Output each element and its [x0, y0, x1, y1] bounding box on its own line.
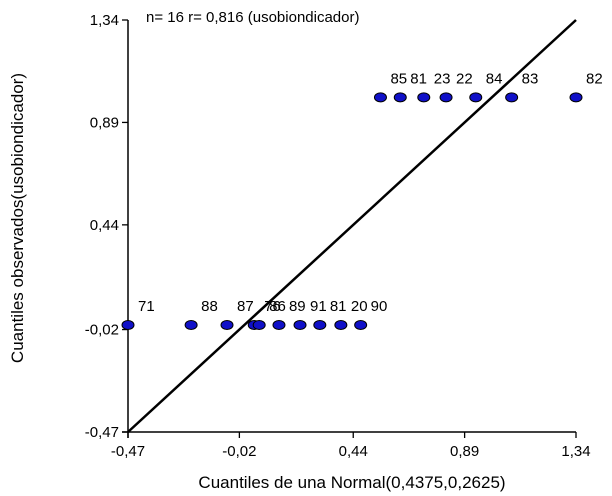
data-point	[252, 320, 266, 331]
data-point	[293, 320, 307, 331]
y-axis-title: Cuantiles observados(usobiondicador)	[8, 73, 27, 363]
data-point-label: 90	[371, 298, 388, 315]
data-point-label: 86	[269, 298, 286, 315]
data-point	[184, 320, 198, 331]
data-point-label: 85	[390, 70, 407, 87]
data-point-label: 22	[456, 70, 473, 87]
data-point	[354, 320, 368, 331]
data-point	[569, 92, 583, 103]
data-point-label: 23	[434, 70, 451, 87]
y-tick-label: -0,02	[85, 322, 119, 339]
data-point	[417, 92, 431, 103]
data-point	[313, 320, 327, 331]
data-point	[393, 92, 407, 103]
data-point-label: 89	[289, 298, 306, 315]
y-tick-label: 0,89	[90, 114, 119, 131]
x-tick-label: 0,44	[339, 443, 368, 460]
reference-line	[127, 19, 577, 433]
data-point-label: 84	[486, 70, 503, 87]
x-tick-label: 0,89	[450, 443, 479, 460]
chart-annotation: n= 16 r= 0,816 (usobiondicador)	[146, 9, 359, 26]
data-point	[505, 92, 519, 103]
data-point-label: 88	[201, 298, 218, 315]
data-point-label: 81	[330, 298, 347, 315]
y-tick-label: -0,47	[85, 424, 119, 441]
data-point	[334, 320, 348, 331]
data-point-label: 81	[410, 70, 427, 87]
data-point-label: 82	[586, 70, 603, 87]
plot-area: -0,47 -0,02 0,44 0,89 1,34 -0,47 -0,02 0,44 0,89…	[85, 12, 603, 460]
data-point-label: 87	[237, 298, 254, 315]
data-point	[373, 92, 387, 103]
data-point-label: 83	[522, 70, 539, 87]
data-point	[272, 320, 286, 331]
data-point-label: 91	[310, 298, 327, 315]
data-point-label: 76	[264, 298, 281, 315]
x-tick-label: -0,02	[222, 443, 256, 460]
x-tick-label: 1,34	[561, 443, 590, 460]
data-point-label: 71	[138, 298, 155, 315]
data-point	[121, 320, 135, 331]
y-tick-label: 0,44	[90, 217, 119, 234]
x-axis-title: Cuantiles de una Normal(0,4375,0,2625)	[198, 473, 505, 492]
x-tick-label: -0,47	[111, 443, 145, 460]
data-point	[220, 320, 234, 331]
data-point	[439, 92, 453, 103]
data-point	[469, 92, 483, 103]
y-tick-label: 1,34	[90, 12, 119, 29]
data-point-label: 20	[351, 298, 368, 315]
